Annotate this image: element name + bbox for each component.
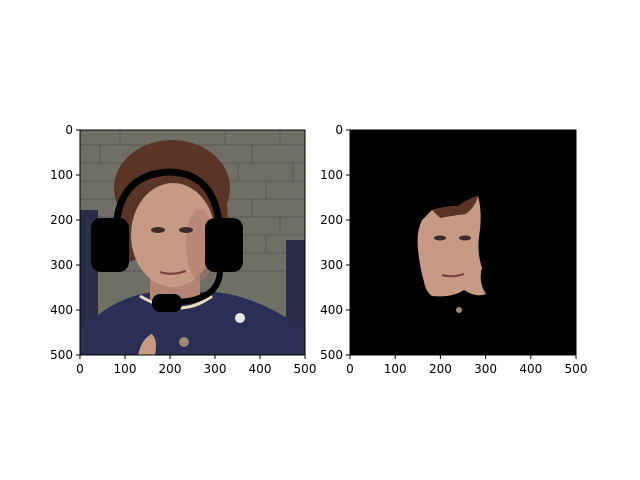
- left-xtick-label: 200: [159, 362, 182, 376]
- mouth: [159, 270, 187, 275]
- segment-left-eye: [434, 235, 446, 241]
- mic: [152, 294, 182, 312]
- hand: [138, 334, 156, 355]
- segment-speck: [456, 307, 462, 313]
- right-xtick-label: 100: [384, 362, 407, 376]
- right-ytick-label: 500: [320, 348, 343, 362]
- segment-right-eye: [459, 235, 471, 241]
- left-axes-frame: [79, 129, 306, 356]
- right-image-panel: [350, 130, 576, 355]
- left-xtick-label: 0: [76, 362, 84, 376]
- right-eye: [179, 227, 193, 233]
- left-ytick-label: 100: [50, 168, 73, 182]
- mic-boom: [177, 271, 223, 305]
- right-axes-frame: [349, 129, 577, 356]
- left-xtick-label: 100: [114, 362, 137, 376]
- left-ytick-label: 200: [50, 213, 73, 227]
- button: [179, 337, 189, 347]
- face-segment: [417, 196, 486, 297]
- right-ytick-label: 400: [320, 303, 343, 317]
- headset-overlay: [91, 168, 243, 312]
- segment-mouth: [441, 273, 465, 278]
- left-xtick-label: 400: [249, 362, 272, 376]
- left-ytick-label: 400: [50, 303, 73, 317]
- suit: [80, 292, 305, 355]
- left-ytick-label: 500: [50, 348, 73, 362]
- right-ytick-label: 200: [320, 213, 343, 227]
- left-ytick-label: 0: [65, 123, 73, 137]
- right-xtick-label: 300: [474, 362, 497, 376]
- brooch: [235, 313, 245, 323]
- right-ytick-label: 100: [320, 168, 343, 182]
- left-earcup: [91, 218, 129, 272]
- right-earcup: [205, 218, 243, 272]
- headset-band: [112, 168, 224, 246]
- left-xtick-label: 300: [204, 362, 227, 376]
- right-ytick-label: 300: [320, 258, 343, 272]
- right-xtick-label: 500: [565, 362, 588, 376]
- left-xtick-label: 500: [294, 362, 317, 376]
- left-eye: [151, 227, 165, 233]
- left-image-panel: [80, 130, 305, 355]
- left-ytick-label: 300: [50, 258, 73, 272]
- right-xtick-label: 200: [429, 362, 452, 376]
- right-xtick-label: 0: [346, 362, 354, 376]
- right-ytick-label: 0: [335, 123, 343, 137]
- face-segment-hair: [432, 196, 478, 218]
- right-xtick-label: 400: [519, 362, 542, 376]
